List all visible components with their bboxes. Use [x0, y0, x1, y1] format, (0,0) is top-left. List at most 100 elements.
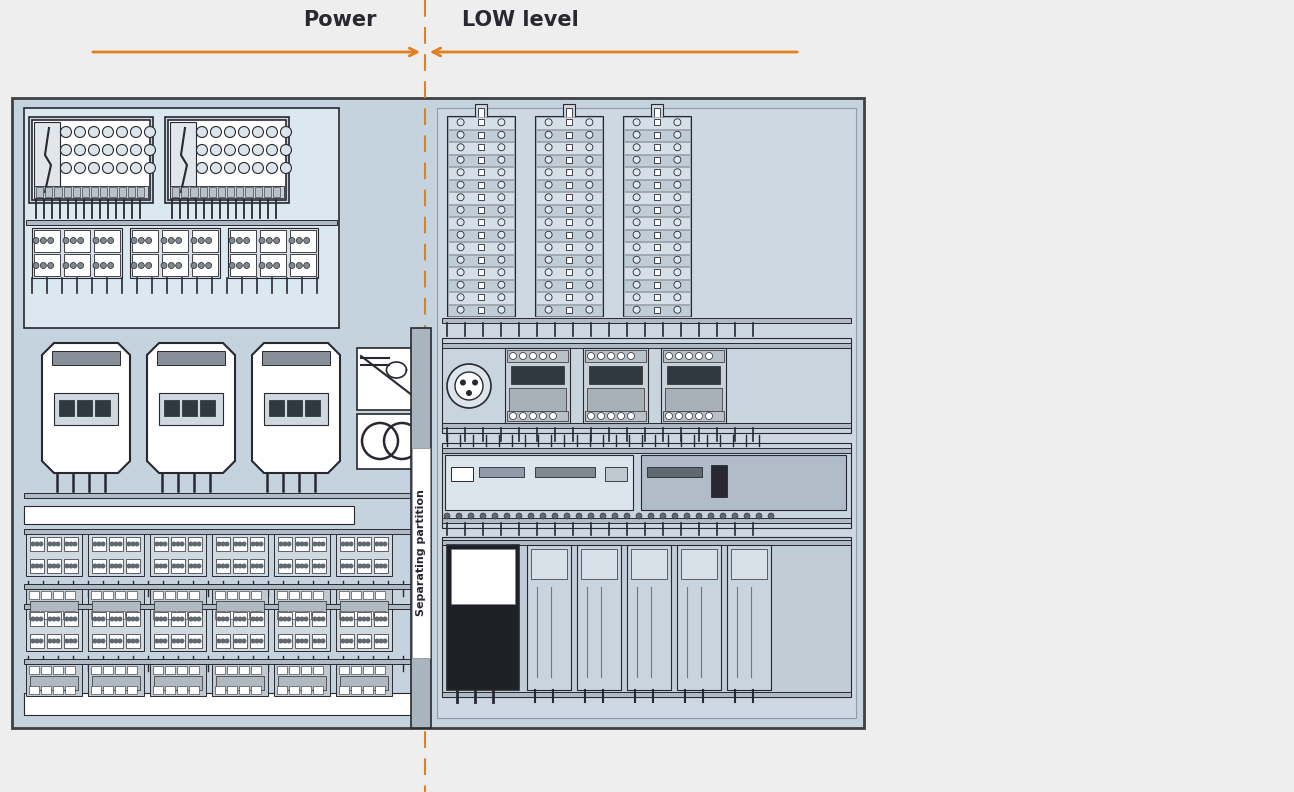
Circle shape	[383, 616, 387, 622]
Circle shape	[56, 542, 61, 546]
Circle shape	[193, 638, 198, 643]
Circle shape	[233, 638, 238, 643]
Bar	[624, 192, 690, 204]
Circle shape	[163, 542, 167, 546]
Bar	[94, 230, 120, 252]
Bar	[63, 634, 78, 648]
Bar	[170, 122, 195, 198]
Bar	[250, 559, 264, 573]
Bar	[290, 254, 316, 276]
Circle shape	[267, 238, 272, 243]
Bar	[126, 559, 140, 573]
Circle shape	[180, 542, 185, 546]
Circle shape	[317, 542, 321, 546]
Bar	[153, 591, 163, 599]
Circle shape	[259, 262, 265, 268]
Circle shape	[457, 144, 465, 150]
Circle shape	[229, 238, 236, 243]
Circle shape	[65, 616, 70, 622]
Circle shape	[118, 616, 123, 622]
Bar	[126, 612, 140, 626]
Circle shape	[131, 638, 136, 643]
Circle shape	[705, 413, 713, 420]
Bar	[216, 537, 230, 551]
Bar	[336, 609, 392, 651]
Circle shape	[237, 262, 242, 268]
Circle shape	[102, 162, 114, 173]
Circle shape	[374, 542, 379, 546]
Bar	[30, 612, 44, 626]
Bar	[215, 686, 225, 694]
Bar	[479, 245, 484, 250]
Bar	[536, 242, 602, 253]
Bar	[188, 537, 202, 551]
Circle shape	[267, 262, 272, 268]
Circle shape	[457, 156, 465, 163]
Bar	[32, 120, 150, 200]
Circle shape	[35, 616, 40, 622]
Circle shape	[344, 563, 349, 569]
Bar	[159, 393, 223, 425]
Bar	[340, 559, 355, 573]
Bar	[375, 686, 386, 694]
Bar	[166, 686, 175, 694]
Bar	[215, 666, 225, 674]
Circle shape	[628, 352, 634, 360]
Bar	[30, 601, 78, 615]
Circle shape	[251, 638, 255, 643]
Circle shape	[374, 638, 379, 643]
Circle shape	[633, 257, 641, 263]
Bar	[226, 686, 237, 694]
Circle shape	[545, 169, 553, 176]
Circle shape	[540, 352, 546, 360]
Bar	[364, 591, 373, 599]
Circle shape	[216, 563, 221, 569]
Bar	[577, 545, 621, 690]
Bar	[448, 254, 514, 266]
Bar	[567, 282, 572, 287]
Circle shape	[674, 231, 681, 238]
Circle shape	[586, 307, 593, 314]
Circle shape	[224, 162, 236, 173]
Circle shape	[238, 616, 242, 622]
Circle shape	[197, 162, 207, 173]
Bar	[88, 664, 144, 696]
Circle shape	[114, 563, 119, 569]
Circle shape	[299, 563, 304, 569]
Circle shape	[633, 206, 641, 213]
Bar	[479, 232, 484, 238]
Bar	[295, 612, 309, 626]
Circle shape	[238, 127, 250, 138]
Bar	[340, 676, 388, 690]
Bar	[641, 455, 846, 510]
Circle shape	[237, 238, 242, 243]
Bar	[302, 686, 311, 694]
Bar	[277, 611, 287, 619]
Bar	[351, 591, 361, 599]
Circle shape	[56, 638, 61, 643]
Circle shape	[131, 616, 136, 622]
Bar	[212, 664, 268, 696]
Circle shape	[35, 542, 40, 546]
Circle shape	[498, 194, 505, 200]
Circle shape	[296, 238, 303, 243]
Circle shape	[665, 413, 673, 420]
Circle shape	[39, 542, 44, 546]
Circle shape	[357, 563, 362, 569]
Bar	[255, 187, 261, 197]
Bar	[251, 686, 261, 694]
Circle shape	[674, 194, 681, 200]
Circle shape	[674, 144, 681, 150]
Circle shape	[317, 638, 321, 643]
Bar	[624, 304, 690, 316]
Circle shape	[344, 616, 349, 622]
Bar	[302, 666, 311, 674]
Circle shape	[197, 127, 207, 138]
Bar	[479, 157, 484, 162]
Bar	[104, 591, 113, 599]
Circle shape	[52, 616, 57, 622]
Bar	[109, 559, 123, 573]
Bar	[357, 612, 371, 626]
Bar	[115, 591, 126, 599]
Bar	[92, 559, 106, 573]
